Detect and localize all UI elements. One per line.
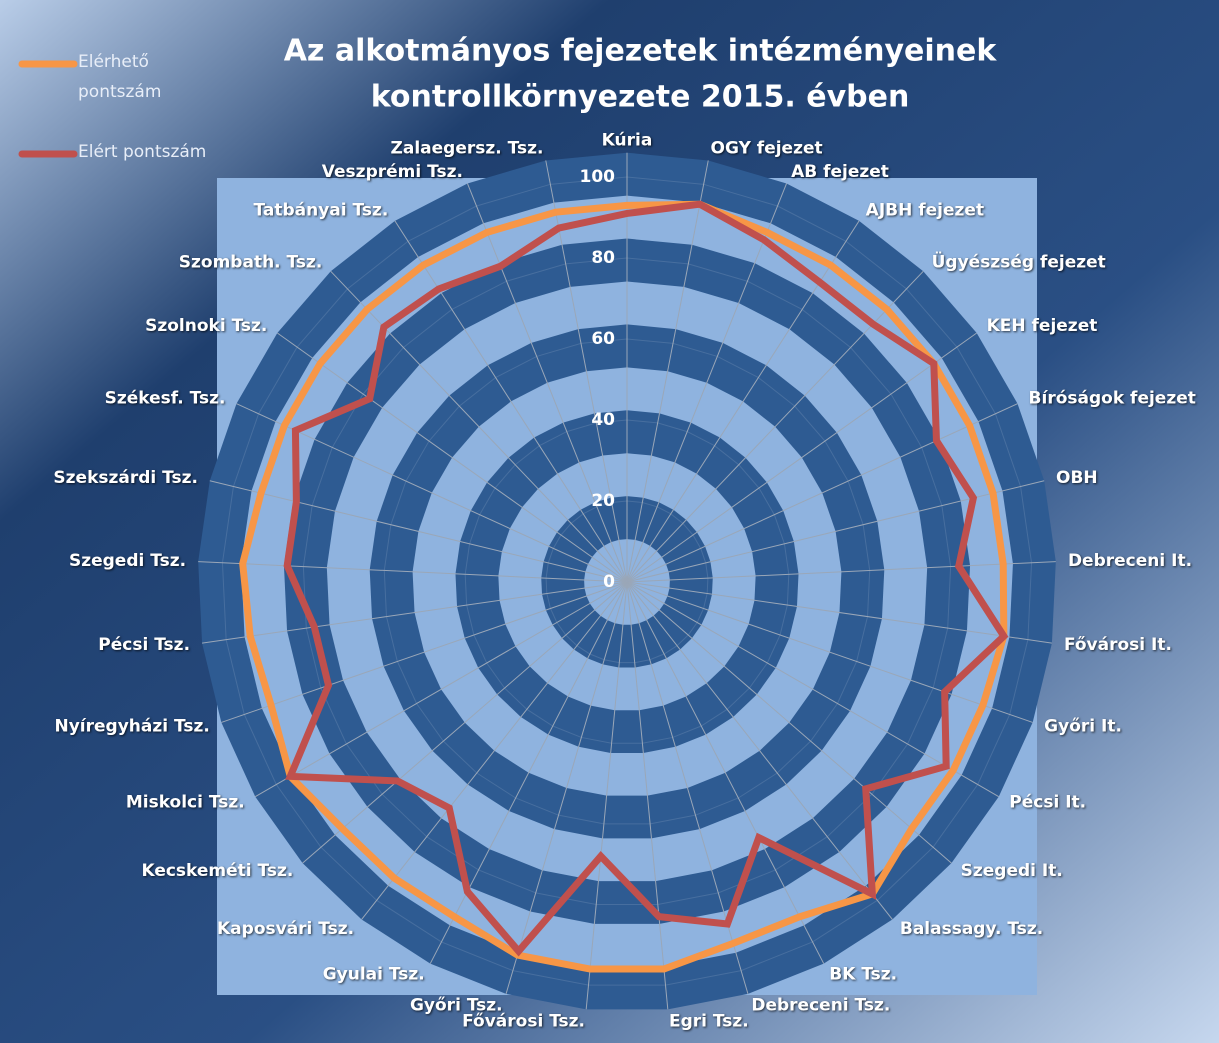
spoke: [361, 581, 628, 920]
legend-label: Elért pontszám: [78, 142, 206, 162]
spoke: [302, 581, 628, 864]
legend-label: Elérhető pontszám: [78, 52, 161, 102]
spoke: [254, 581, 628, 798]
category-label: AB fejezet: [791, 162, 889, 182]
category-label: Debreceni It.: [1068, 551, 1192, 571]
spoke: [626, 581, 952, 864]
y-tick-label: 80: [591, 248, 615, 268]
spoke: [505, 581, 628, 995]
chart-title: Az alkotmányos fejezetek intézményeinek: [284, 34, 998, 69]
spoke: [394, 220, 628, 583]
category-label: OGY fejezet: [711, 139, 823, 159]
category-label: Nyíregyházi Tsz.: [55, 716, 210, 736]
y-tick-label: 0: [603, 572, 615, 592]
category-label: Egri Tsz.: [669, 1011, 749, 1031]
spoke: [626, 581, 1000, 798]
spoke: [626, 581, 825, 964]
spoke: [626, 581, 1033, 723]
spoke: [221, 581, 628, 723]
category-label: Szegedi It.: [961, 861, 1063, 881]
category-label: Zalaegersz. Tsz.: [391, 139, 544, 159]
spoke: [626, 183, 788, 583]
category-label: BK Tsz.: [829, 964, 897, 984]
category-label: Szekszárdi Tsz.: [53, 468, 198, 488]
grid-line: [545, 500, 709, 664]
category-label: Fővárosi Tsz.: [462, 1011, 585, 1031]
category-label: Tatbányai Tsz.: [253, 201, 388, 221]
spoke: [626, 581, 893, 920]
spoke: [330, 270, 628, 583]
grid-line: [302, 257, 952, 906]
category-label: Miskolci Tsz.: [126, 793, 245, 813]
y-tick-label: 100: [580, 167, 616, 187]
category-label: OBH: [1056, 468, 1098, 488]
spoke: [626, 160, 709, 583]
spoke: [277, 332, 628, 583]
series-line: [283, 200, 1009, 957]
category-label: Kaposvári Tsz.: [217, 919, 354, 939]
category-label: KEH fejezet: [987, 316, 1098, 336]
spoke: [626, 403, 1018, 583]
category-label: Fővárosi It.: [1064, 635, 1172, 655]
category-label: Gyulai Tsz.: [323, 964, 425, 984]
category-label: Kecskeméti Tsz.: [141, 861, 293, 881]
grid-line: [464, 419, 790, 744]
category-label: Pécsi Tsz.: [98, 635, 190, 655]
spoke: [466, 183, 628, 583]
category-label: Győri It.: [1044, 716, 1122, 736]
category-label: Szegedi Tsz.: [69, 551, 186, 571]
spoke: [585, 581, 628, 1010]
category-label: Győri Tsz.: [410, 996, 503, 1016]
spoke: [626, 332, 977, 583]
spoke: [236, 403, 628, 583]
category-label: Ügyészség fejezet: [932, 251, 1106, 273]
category-label: Szombath. Tsz.: [179, 253, 323, 273]
series-line: [239, 200, 1008, 973]
category-label: Debreceni Tsz.: [751, 996, 890, 1016]
chart-title: kontrollkörnyezete 2015. évben: [371, 80, 910, 115]
y-tick-label: 40: [591, 410, 615, 430]
category-label: Veszprémi Tsz.: [322, 162, 463, 182]
category-label: Balassagy. Tsz.: [900, 919, 1043, 939]
spoke: [626, 561, 1056, 583]
category-label: Pécsi It.: [1009, 793, 1086, 813]
y-tick-label: 20: [591, 491, 615, 511]
category-label: Kúria: [602, 131, 653, 151]
grid-line: [383, 338, 871, 825]
spoke: [198, 561, 628, 583]
spoke: [626, 581, 669, 1010]
y-tick-label: 60: [591, 329, 615, 349]
category-label: Székesf. Tsz.: [105, 389, 226, 409]
category-label: AJBH fejezet: [866, 201, 984, 221]
spoke: [626, 581, 1053, 644]
grid-line: [221, 176, 1033, 986]
spoke: [209, 480, 628, 583]
spoke: [429, 581, 628, 964]
category-label: Szolnoki Tsz.: [145, 316, 267, 336]
spoke: [201, 581, 628, 644]
category-label: Bíróságok fejezet: [1029, 389, 1196, 409]
